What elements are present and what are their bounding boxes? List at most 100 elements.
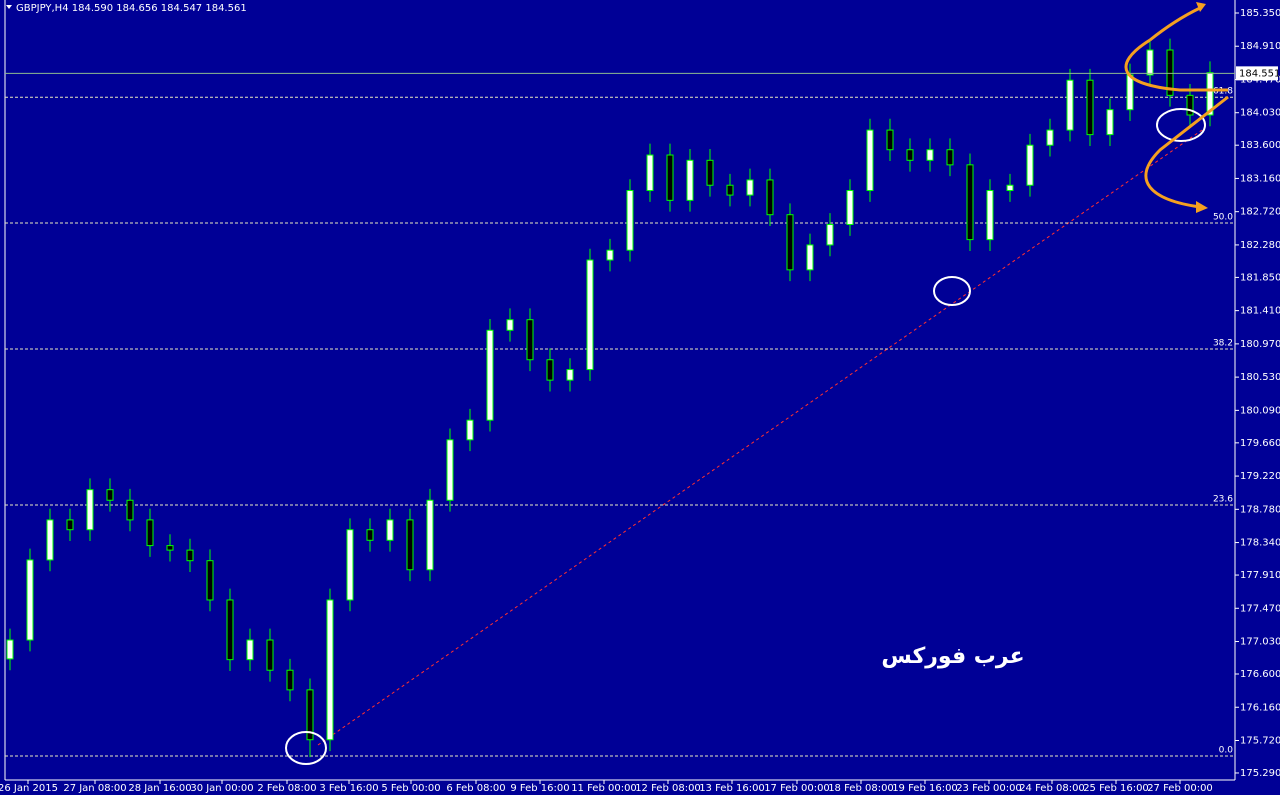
candle-body [406, 519, 414, 571]
y-tick-label: 177.470 [1240, 603, 1280, 614]
x-tick-label: 30 Jan 00:00 [190, 783, 253, 794]
candle-body [126, 499, 134, 521]
candle-body [1066, 79, 1074, 131]
fib-label: 23.6 [1213, 494, 1233, 504]
candle-body [86, 489, 94, 531]
candle-body [46, 519, 54, 561]
candle-body [606, 249, 614, 261]
x-tick-label: 27 Feb 00:00 [1147, 783, 1213, 794]
candle-body [826, 224, 834, 246]
highlight-circle [1156, 108, 1206, 142]
fib-label: 61.8 [1213, 87, 1233, 97]
y-tick-label: 176.160 [1240, 702, 1280, 713]
x-tick-label: 9 Feb 16:00 [510, 783, 569, 794]
candle-body [646, 154, 654, 192]
arrow-head [1196, 2, 1206, 12]
y-tick-label: 185.350 [1240, 8, 1280, 19]
candle-body [846, 190, 854, 226]
x-tick-label: 25 Feb 16:00 [1083, 783, 1149, 794]
x-tick-label: 24 Feb 08:00 [1019, 783, 1085, 794]
y-tick-label: 184.030 [1240, 108, 1280, 119]
y-tick-label: 180.530 [1240, 372, 1280, 383]
candle-body [1006, 184, 1014, 192]
plot: 0.0 23.6 38.2 50.0 61.8 [5, 38, 1235, 758]
trend-line [317, 127, 1206, 746]
candle-body [146, 519, 154, 547]
current-price-label: 184.551 [1239, 68, 1280, 79]
candle-body [6, 639, 14, 660]
y-tick-label: 183.160 [1240, 173, 1280, 184]
candle-body [906, 149, 914, 161]
highlight-circle [933, 276, 971, 306]
candle-body [26, 559, 34, 641]
candle-body [246, 639, 254, 661]
y-tick-label: 181.410 [1240, 306, 1280, 317]
candle-body [206, 560, 214, 601]
candle-body [106, 489, 114, 501]
candle-body [366, 529, 374, 541]
x-tick-label: 18 Feb 08:00 [828, 783, 894, 794]
candle-body [346, 529, 354, 601]
candle-body [726, 184, 734, 196]
candle-body [946, 149, 954, 166]
candle-body [1206, 72, 1214, 116]
candle-body [986, 190, 994, 241]
y-tick-label: 177.030 [1240, 637, 1280, 648]
y-tick-label: 182.280 [1240, 240, 1280, 251]
scenario-arrow [1144, 95, 1229, 209]
candle-body [886, 129, 894, 151]
y-tick-label: 179.220 [1240, 471, 1280, 482]
candle-body [1086, 79, 1094, 136]
y-tick-label: 180.970 [1240, 339, 1280, 350]
x-tick-label: 13 Feb 16:00 [699, 783, 765, 794]
current-price-box [1236, 66, 1278, 81]
highlight-circle [285, 731, 327, 765]
x-tick-label: 6 Feb 08:00 [446, 783, 505, 794]
candle-body [746, 179, 754, 196]
x-tick-label: 12 Feb 08:00 [635, 783, 701, 794]
y-tick-label: 178.780 [1240, 504, 1280, 515]
candle-body [966, 164, 974, 241]
x-tick-label: 2 Feb 08:00 [257, 783, 316, 794]
candle-body [706, 159, 714, 186]
title-arrow [6, 5, 12, 9]
scenario-arrow [1149, 6, 1201, 42]
candle-body [186, 549, 194, 562]
candle-body [546, 359, 554, 381]
candle-body [566, 369, 574, 381]
candle-body [1026, 144, 1034, 186]
candle-body [66, 519, 74, 531]
candle-body [686, 159, 694, 201]
candle-body [1146, 49, 1154, 76]
candle-body [666, 154, 674, 201]
candle-body [266, 639, 274, 671]
candle-body [426, 499, 434, 571]
candle-body [1166, 49, 1174, 96]
y-tick-label: 180.090 [1240, 405, 1280, 416]
fib-label: 38.2 [1213, 338, 1233, 348]
candle-body [1106, 109, 1114, 136]
x-tick-label: 19 Feb 16:00 [892, 783, 958, 794]
x-tick-label: 17 Feb 00:00 [764, 783, 830, 794]
scenario-arrow [1124, 38, 1228, 92]
candle-body [386, 519, 394, 541]
candle-body [446, 439, 454, 501]
x-tick-label: 11 Feb 00:00 [571, 783, 637, 794]
candle-body [466, 419, 474, 441]
y-tick-label: 175.720 [1240, 735, 1280, 746]
candle-body [866, 129, 874, 192]
arrow-head [1196, 201, 1208, 213]
candle-body [506, 319, 514, 331]
candle-body [286, 669, 294, 691]
watermark: عرب فوركس [881, 644, 1024, 669]
y-tick-label: 182.720 [1240, 207, 1280, 218]
candle-body [766, 179, 774, 216]
y-tick-label: 175.290 [1240, 768, 1280, 779]
candle-body [306, 689, 314, 741]
x-tick-label: 3 Feb 16:00 [319, 783, 378, 794]
candle-body [486, 329, 494, 421]
y-tick-label: 184.910 [1240, 41, 1280, 52]
candle-body [166, 545, 174, 551]
